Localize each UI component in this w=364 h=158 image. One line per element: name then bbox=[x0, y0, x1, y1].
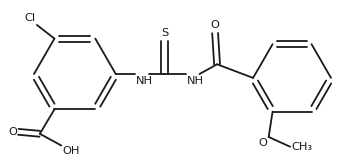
Text: O: O bbox=[211, 20, 219, 30]
Text: NH: NH bbox=[187, 76, 204, 86]
Text: S: S bbox=[161, 28, 168, 38]
Text: OH: OH bbox=[62, 146, 80, 156]
Text: O: O bbox=[8, 127, 17, 137]
Text: Cl: Cl bbox=[25, 13, 36, 23]
Text: O: O bbox=[259, 138, 268, 148]
Text: NH: NH bbox=[136, 76, 153, 86]
Text: CH₃: CH₃ bbox=[291, 142, 312, 152]
